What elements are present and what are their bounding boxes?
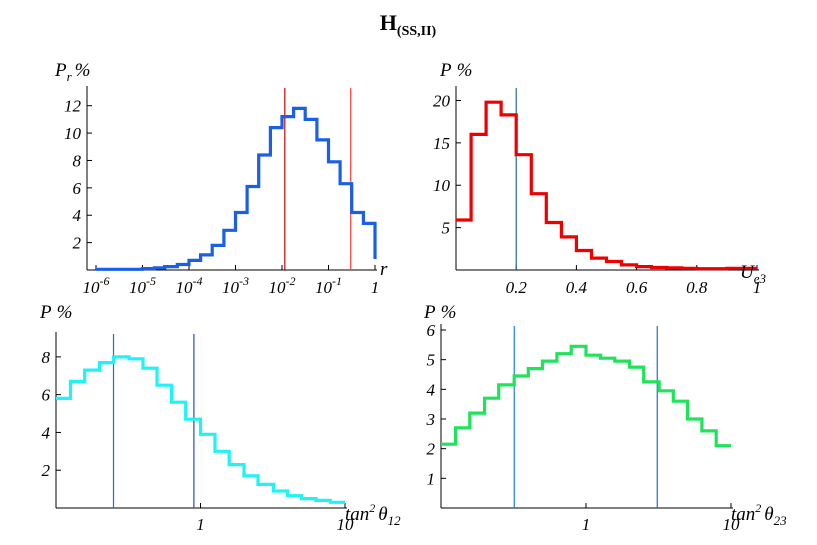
y-tick-label: 8 [42,348,51,367]
y-tick-label: 10 [64,124,82,143]
x-tick-label: 10-1 [315,274,342,297]
x-axis-label: r [380,259,388,280]
y-axis-label: P% [423,302,456,323]
y-tick-label: 15 [433,134,450,153]
x-axis-label: tan2 θ12 [345,501,401,528]
x-tick-label: 10-3 [222,274,249,297]
y-axis-label: Pr% [54,60,91,84]
y-tick-label: 6 [73,179,82,198]
x-tick-label: 0.4 [566,278,588,297]
y-tick-label: 10 [433,176,451,195]
x-tick-label: 10 [723,515,741,534]
chart-panel-3: 2 4 6 8 1 10 P % tan2 θ12 [39,302,401,534]
y-tick-label: 1 [427,469,436,488]
y-tick-label: 2 [42,461,51,480]
x-tick-label: 0.2 [506,278,528,297]
x-tick-label: 0.8 [686,278,708,297]
x-tick-label: 1 [753,278,762,297]
y-tick-label: 4 [427,380,436,399]
chart-panel-4: 1 2 3 4 5 6 1 10 P % tan2 θ23 [423,302,787,534]
y-tick-label: 5 [442,219,451,238]
chart-panel-1: 2 4 6 8 10 12 10-6 10-5 10-4 10-3 10-2 10-1 1 Pr % r [54,60,388,297]
chart-panel-2: 5 10 15 20 0.2 0.4 0.6 0.8 1 P % Ue3 [433,60,767,297]
histogram-series [56,355,345,504]
figure-title: H(SS,II) [380,10,437,39]
x-tick-label: 0.6 [626,278,648,297]
y-tick-label: 6 [427,321,436,340]
x-tick-label: 10-2 [269,274,296,297]
x-tick-label: 1 [196,515,205,534]
y-tick-label: 4 [73,206,82,225]
y-tick-label: 3 [426,410,436,429]
x-tick-label: 1 [371,278,380,297]
figure-title-main: H [380,10,397,35]
x-tick-label: 1 [582,515,591,534]
y-tick-label: 12 [64,97,82,116]
y-tick-label: 8 [73,151,82,170]
histogram-series [441,344,731,448]
x-tick-label: 10 [337,515,355,534]
y-tick-label: 6 [42,386,51,405]
x-tick-label: 10-5 [129,274,156,297]
y-tick-label: 2 [427,440,436,459]
y-tick-label: 4 [42,423,51,442]
y-tick-label: 5 [427,351,436,370]
x-axis-label: Ue3 [740,262,767,286]
x-tick-label: 10-4 [176,274,203,297]
x-tick-label: 10-6 [83,274,110,297]
x-axis-label: tan2 θ23 [731,501,787,528]
figure-title-sub: (SS,II) [397,24,437,39]
y-axis-label: P% [39,302,72,323]
histogram-series [96,106,377,271]
y-tick-label: 2 [73,234,82,253]
histogram-series [456,100,757,271]
y-axis-label: P% [439,60,472,81]
y-tick-label: 20 [433,91,451,110]
